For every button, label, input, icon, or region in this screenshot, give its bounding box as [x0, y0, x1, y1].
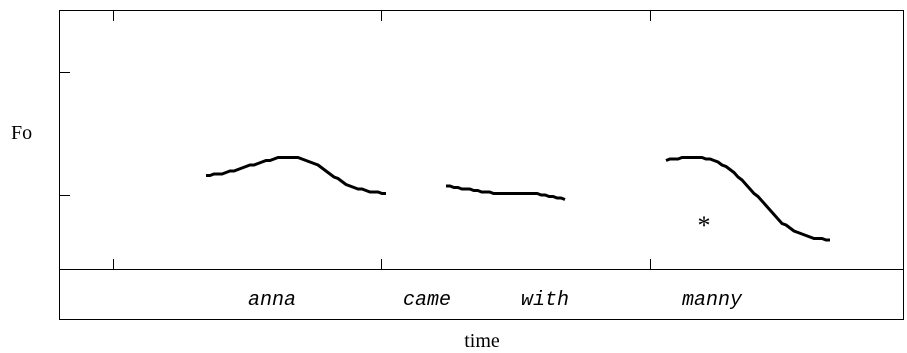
y-axis-label: Fo: [11, 122, 32, 144]
fo-contour-manny: [665, 156, 830, 242]
fo-contour-came-with: [446, 184, 566, 201]
fo-contour-anna: [206, 156, 386, 195]
x-axis-label: time: [464, 330, 500, 352]
word-label-came: came: [403, 289, 451, 312]
plot-frame: [59, 10, 904, 320]
accent-marker: *: [698, 211, 711, 240]
word-label-anna: anna: [248, 289, 296, 312]
word-label-with: with: [521, 289, 569, 312]
word-label-manny: manny: [682, 289, 743, 312]
